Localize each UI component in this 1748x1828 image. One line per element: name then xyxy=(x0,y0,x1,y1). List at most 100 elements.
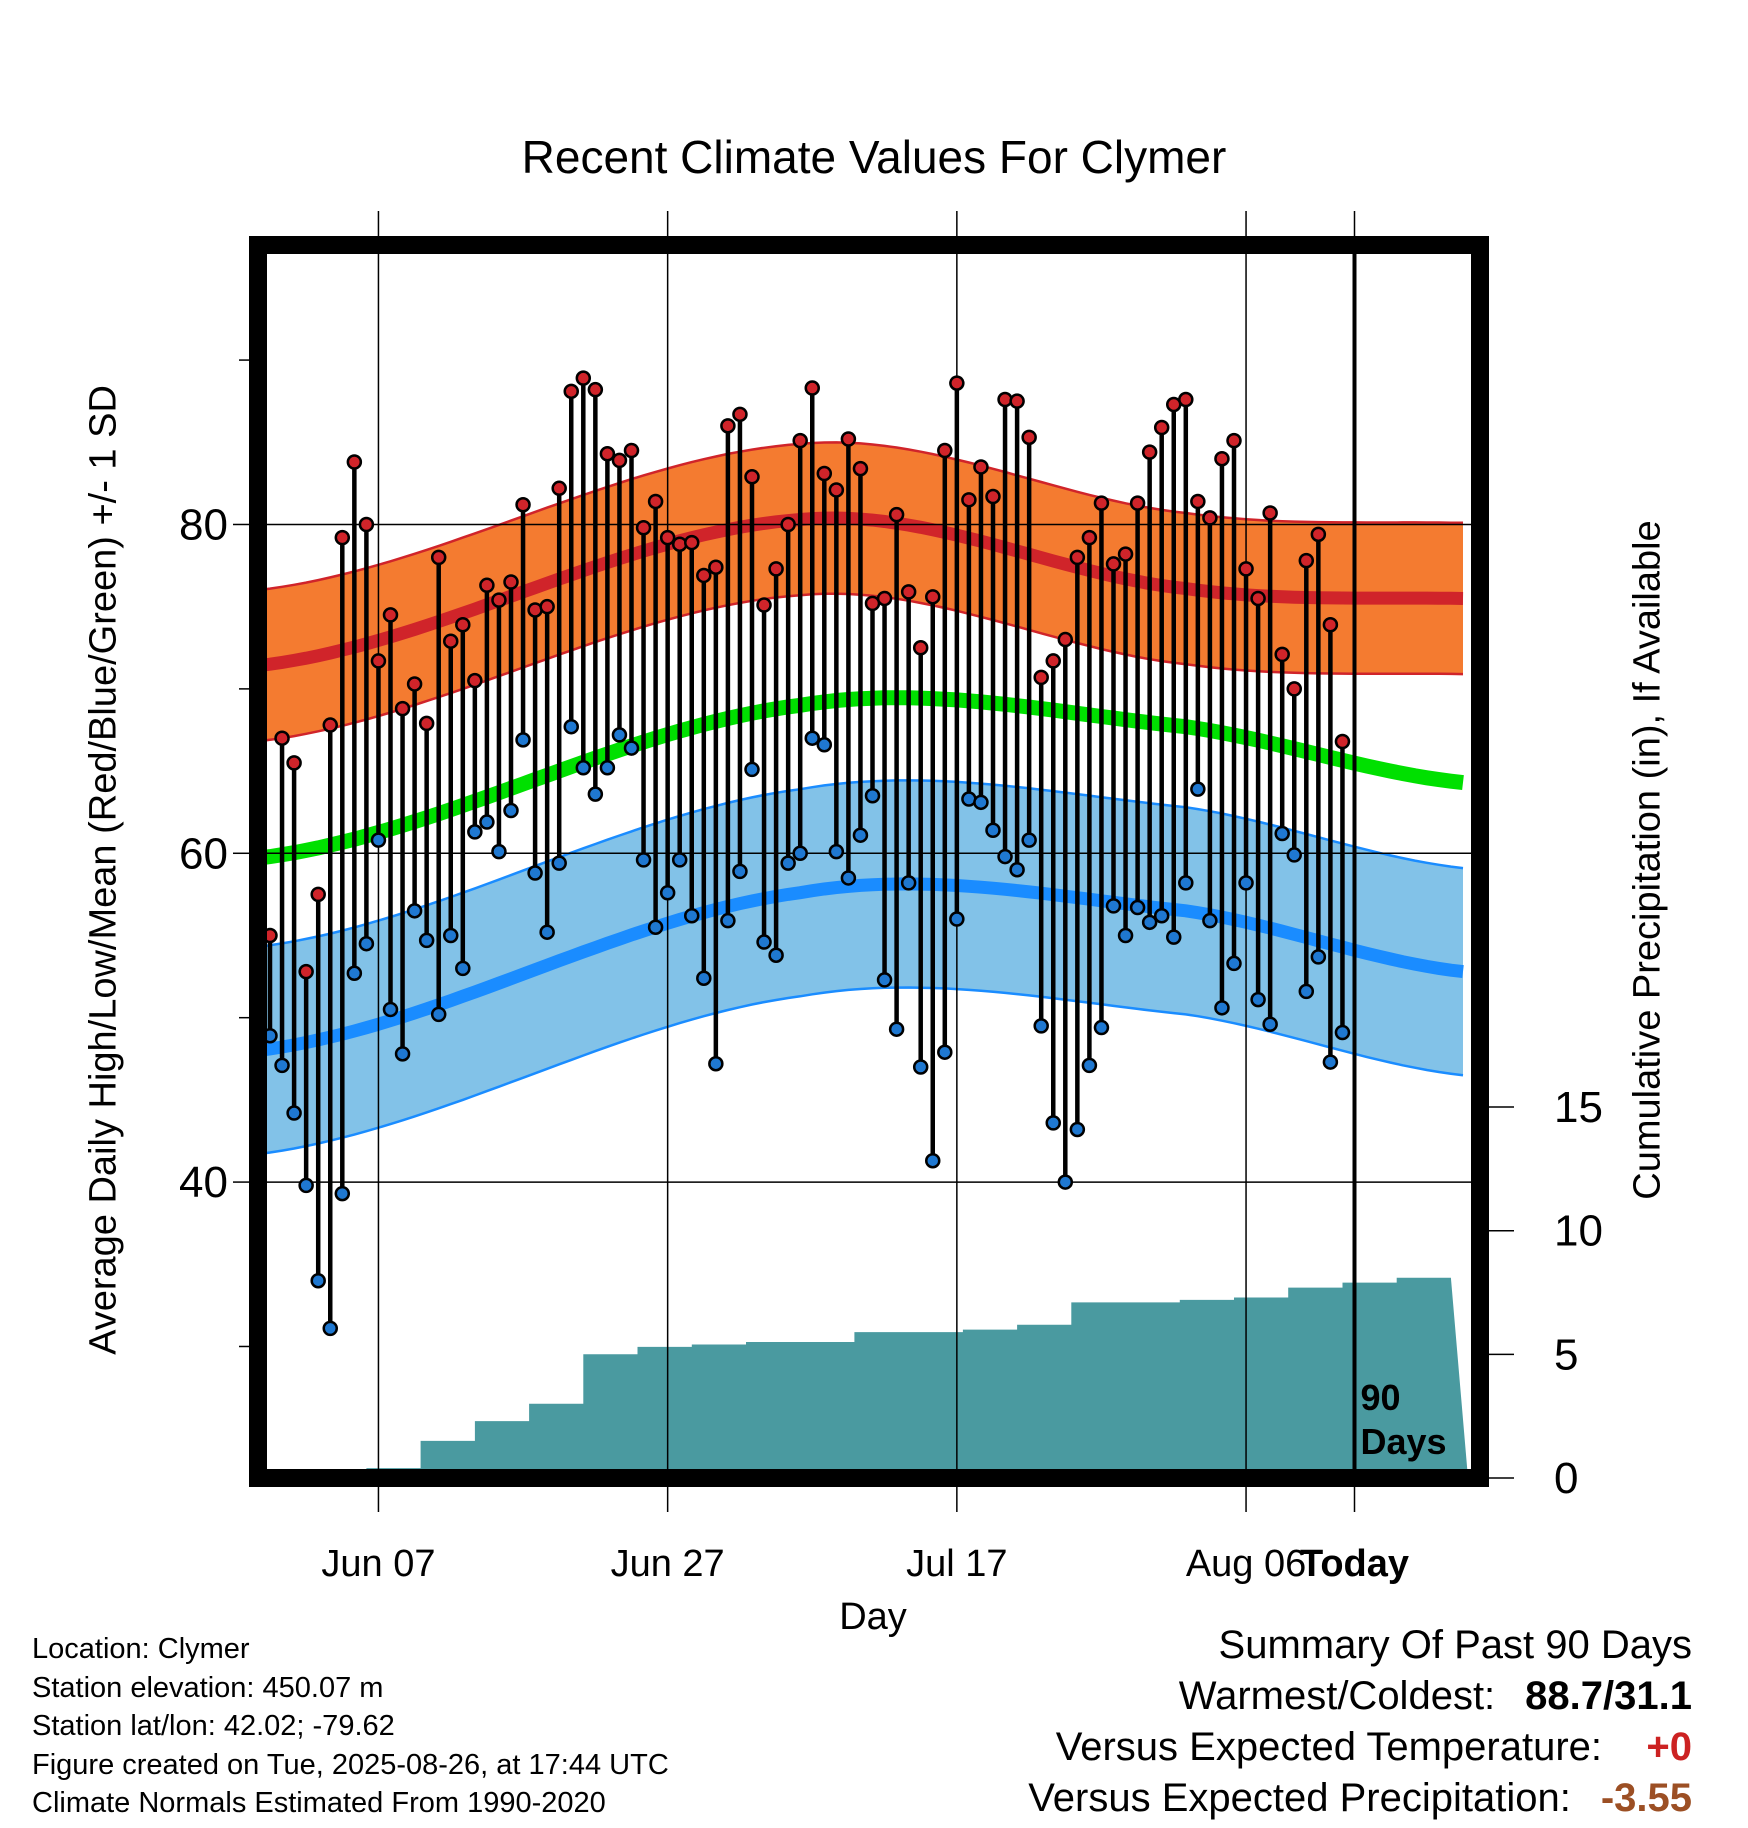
daily-high-point xyxy=(1033,669,1049,686)
daily-low-point xyxy=(1274,825,1290,842)
daily-high-point xyxy=(1141,444,1158,460)
x-tick-label: Jun 07 xyxy=(321,1543,435,1585)
daily-high-point xyxy=(1298,552,1315,569)
daily-high-point xyxy=(768,561,784,577)
daily-low-point xyxy=(587,786,604,802)
x-axis-label: Day xyxy=(839,1596,907,1638)
observations xyxy=(262,370,1351,1337)
daily-high-point xyxy=(539,598,555,615)
precip-anomaly-value: -3.55 xyxy=(1600,1776,1692,1820)
station-location: Location: Clymer xyxy=(32,1633,250,1665)
daily-low-point xyxy=(623,740,640,756)
precipitation-fill xyxy=(257,1277,1468,1478)
daily-high-point xyxy=(1117,546,1134,562)
daily-low-point xyxy=(527,865,543,881)
daily-low-point xyxy=(563,718,579,735)
y-tick-label: 60 xyxy=(179,829,228,878)
daily-high-point xyxy=(756,597,772,613)
daily-low-point xyxy=(659,884,676,901)
daily-high-point xyxy=(382,607,399,623)
daily-low-point xyxy=(1057,1174,1074,1190)
precipitation-area xyxy=(257,1277,1468,1478)
daily-low-point xyxy=(828,843,845,860)
daily-low-point xyxy=(1214,1000,1230,1016)
daily-low-point xyxy=(949,911,965,927)
daily-high-point xyxy=(1129,495,1146,511)
daily-high-point xyxy=(684,534,700,551)
daily-high-point xyxy=(647,493,664,510)
daily-low-point xyxy=(816,737,833,753)
daily-high-point xyxy=(575,370,592,386)
daily-low-point xyxy=(804,730,820,746)
daily-low-point xyxy=(503,802,519,819)
daily-low-point xyxy=(1202,912,1218,929)
daily-high-point xyxy=(1226,432,1242,449)
daily-high-point xyxy=(1081,529,1098,546)
daily-high-point xyxy=(937,442,953,459)
daily-low-point xyxy=(418,932,435,949)
station-elevation: Station elevation: 450.07 m xyxy=(32,1671,384,1704)
daily-low-point xyxy=(1166,929,1182,945)
station-info: Location: Clymer Station elevation: 450.… xyxy=(32,1630,669,1823)
daily-low-point xyxy=(876,972,893,988)
daily-high-point xyxy=(792,432,808,449)
daily-high-point xyxy=(973,459,989,475)
daily-low-point xyxy=(286,1105,302,1121)
daily-low-point xyxy=(1262,1016,1278,1033)
daily-low-point xyxy=(1250,991,1266,1008)
daily-high-point xyxy=(334,529,351,546)
daily-high-point xyxy=(780,516,796,533)
daily-high-point xyxy=(732,406,748,423)
daily-low-point xyxy=(611,727,628,743)
daily-high-point xyxy=(298,963,314,980)
y2-tick-label: 10 xyxy=(1554,1207,1603,1256)
chart-title: Recent Climate Values For Clymer xyxy=(521,131,1227,183)
y2-tick-label: 5 xyxy=(1554,1330,1578,1379)
normal-low-line xyxy=(258,877,1464,1058)
daily-low-point xyxy=(1334,1024,1351,1041)
daily-high-point xyxy=(599,446,616,462)
daily-low-point xyxy=(864,787,881,804)
figure-created: Figure created on Tue, 2025-08-26, at 17… xyxy=(32,1748,669,1781)
daily-high-point xyxy=(659,529,676,546)
daily-low-point xyxy=(491,843,507,860)
today-days-label: Days xyxy=(1361,1421,1447,1462)
daily-high-point xyxy=(1238,561,1254,577)
daily-high-point xyxy=(635,520,652,536)
daily-high-point xyxy=(406,676,423,692)
daily-high-point xyxy=(1214,450,1230,467)
daily-low-point xyxy=(973,794,989,811)
daily-low-point xyxy=(1141,914,1158,931)
daily-low-point xyxy=(539,924,555,940)
daily-low-point xyxy=(467,824,483,840)
daily-low-point xyxy=(1021,832,1037,848)
y-axis-label: Average Daily High/Low/Mean (Red/Blue/Gr… xyxy=(82,385,125,1355)
daily-high-point xyxy=(900,584,917,600)
x-tick-label: Jun 27 xyxy=(611,1543,725,1585)
station-latlon: Station lat/lon: 42.02; -79.62 xyxy=(32,1710,395,1742)
daily-low-point xyxy=(310,1272,326,1289)
daily-high-point xyxy=(274,730,290,746)
daily-high-point xyxy=(322,717,338,733)
daily-high-point xyxy=(949,375,965,391)
daily-low-point xyxy=(443,927,459,944)
daily-high-point xyxy=(840,431,857,447)
daily-high-point xyxy=(1021,429,1037,446)
daily-high-point xyxy=(876,590,893,607)
daily-high-point xyxy=(1069,549,1086,566)
daily-high-point xyxy=(1057,631,1074,648)
daily-low-point xyxy=(888,1021,905,1037)
high-sd-upper-edge xyxy=(258,441,1464,592)
daily-high-point xyxy=(744,469,760,485)
daily-low-point xyxy=(406,903,423,919)
daily-low-point xyxy=(322,1320,338,1337)
summary-panel: Summary Of Past 90 Days Warmest/Coldest:… xyxy=(1028,1620,1692,1824)
daily-low-point xyxy=(1129,899,1146,916)
daily-high-point xyxy=(852,460,869,477)
summary-heading: Summary Of Past 90 Days xyxy=(1218,1623,1692,1667)
daily-low-point xyxy=(479,814,495,830)
daily-low-point xyxy=(792,845,808,862)
temp-anomaly-value: +0 xyxy=(1646,1725,1692,1769)
daily-low-point xyxy=(1045,1115,1061,1131)
daily-high-point xyxy=(804,380,820,396)
